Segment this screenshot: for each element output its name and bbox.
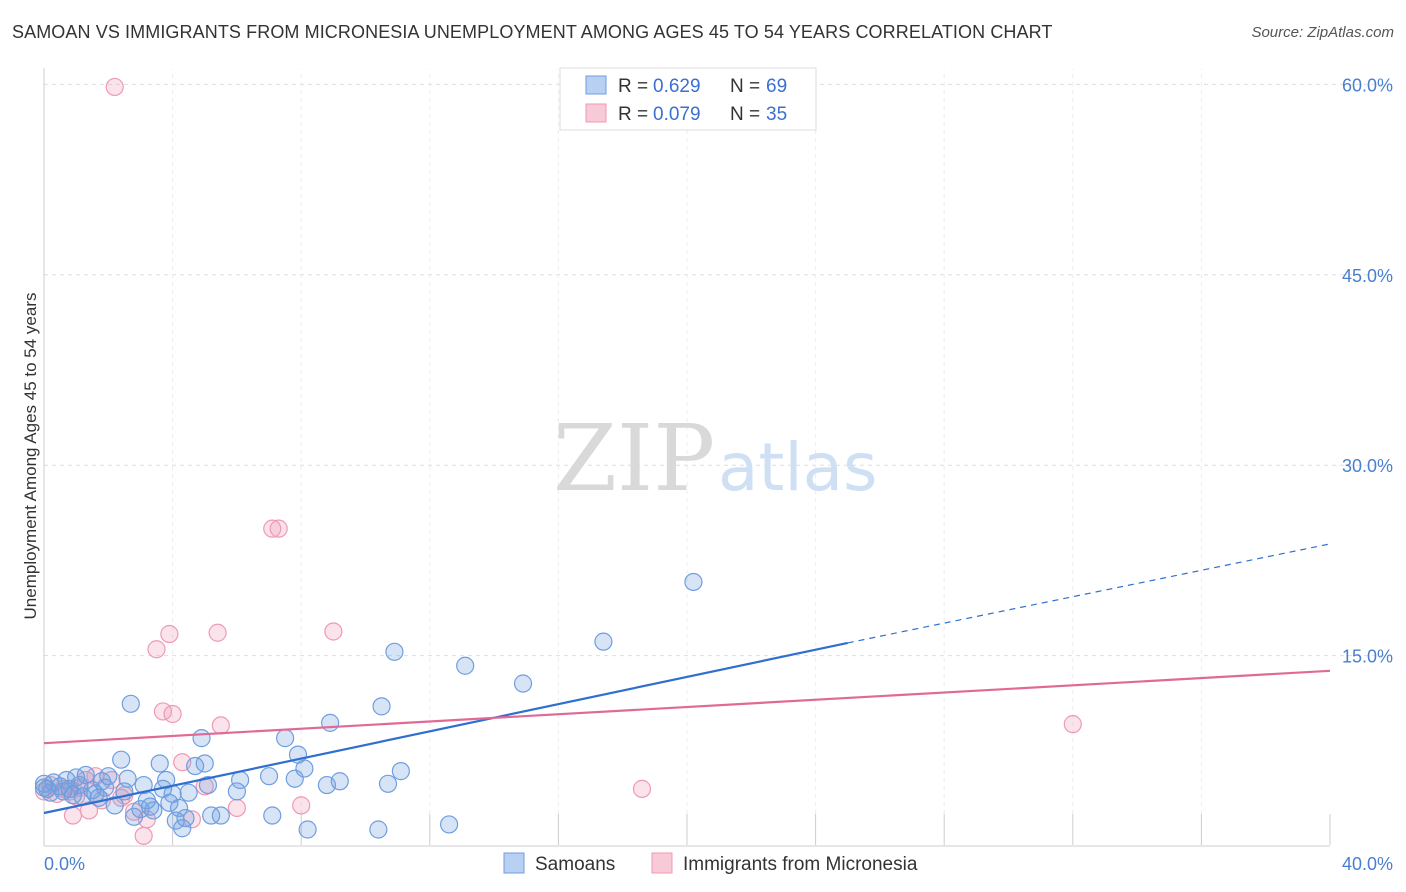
point-micronesia — [160, 624, 179, 644]
bottom-legend-swatch-micronesia — [651, 852, 673, 874]
point-samoans — [150, 754, 169, 773]
y-tick-labels: 15.0% 30.0% 45.0% 60.0% — [1342, 75, 1393, 666]
point-samoans — [99, 767, 118, 786]
point-samoans — [195, 754, 214, 773]
point-micronesia — [208, 623, 227, 642]
point-samoans — [173, 819, 192, 838]
point-samoans — [456, 656, 475, 675]
legend-swatch-samoans — [585, 75, 607, 95]
point-samoans — [263, 806, 282, 825]
legend-swatch-micronesia — [585, 103, 607, 123]
point-samoans — [202, 806, 221, 825]
x-tick-label-min: 0.0% — [44, 854, 85, 874]
watermark: ZIP atlas — [553, 405, 878, 512]
trendline-samoans — [43, 641, 848, 815]
point-samoans — [179, 783, 198, 802]
legend-n-value-micronesia: 35 — [766, 104, 787, 125]
trendline-micronesia — [43, 669, 1331, 745]
trendlines — [43, 543, 1331, 815]
point-micronesia — [134, 826, 153, 845]
gridlines — [44, 83, 1393, 657]
point-samoans — [60, 779, 79, 798]
point-samoans — [513, 674, 533, 693]
point-samoans — [372, 697, 391, 716]
point-samoans — [391, 762, 410, 781]
point-samoans — [144, 801, 163, 820]
point-micronesia — [147, 640, 166, 659]
series-micronesia-points — [34, 77, 1082, 845]
point-samoans — [176, 808, 195, 828]
point-samoans — [330, 772, 349, 791]
bottom-legend-label-samoans: Samoans — [535, 854, 615, 875]
point-micronesia — [324, 622, 343, 641]
point-samoans — [369, 820, 388, 839]
chart-title: SAMOAN VS IMMIGRANTS FROM MICRONESIA UNE… — [12, 22, 1053, 42]
legend-n-value-samoans: 69 — [766, 76, 787, 97]
point-samoans — [259, 767, 279, 786]
legend-r-value-samoans: 0.629 — [653, 76, 701, 97]
point-samoans — [124, 807, 144, 826]
point-micronesia — [63, 806, 83, 825]
point-samoans — [121, 694, 140, 713]
y-tick-label: 30.0% — [1342, 456, 1393, 476]
point-micronesia — [163, 704, 182, 724]
bottom-legend-swatch-samoans — [503, 852, 525, 874]
point-samoans — [385, 642, 404, 661]
legend-r-value-micronesia: 0.079 — [653, 104, 701, 125]
y-tick-label: 60.0% — [1342, 75, 1393, 95]
legend-n-label-micronesia: N = — [730, 104, 760, 125]
point-micronesia — [1063, 715, 1082, 734]
point-samoans — [594, 632, 613, 651]
top-legend: R = 0.629 N = 69 R = 0.079 N = 35 — [559, 67, 817, 131]
point-samoans — [378, 774, 398, 793]
x-tick-labels: 0.0% 40.0% — [44, 854, 1393, 874]
y-axis-label: Unemployment Among Ages 45 to 54 years — [21, 293, 40, 620]
y-tick-label: 45.0% — [1342, 266, 1393, 286]
point-samoans — [169, 798, 189, 818]
point-samoans — [211, 806, 230, 825]
point-micronesia — [269, 519, 288, 538]
point-samoans — [105, 796, 124, 815]
point-micronesia — [632, 779, 652, 798]
y-tick-label: 15.0% — [1342, 647, 1393, 667]
legend-n-label-samoans: N = — [730, 76, 760, 97]
trendline-samoans-extension — [847, 543, 1331, 644]
point-micronesia — [211, 716, 230, 735]
x-gridlines — [172, 69, 1331, 845]
watermark-atlas: atlas — [718, 429, 878, 506]
point-samoans — [198, 775, 218, 795]
point-samoans — [295, 759, 314, 778]
point-samoans — [34, 778, 54, 797]
point-micronesia — [227, 798, 246, 818]
point-micronesia — [263, 519, 282, 538]
bottom-legend: Samoans Immigrants from Micronesia — [503, 852, 918, 875]
point-samoans — [227, 782, 246, 801]
point-samoans — [321, 713, 340, 732]
point-samoans — [76, 765, 95, 785]
point-micronesia — [105, 77, 124, 97]
point-samoans — [684, 572, 703, 592]
x-tick-label-max: 40.0% — [1342, 854, 1393, 874]
series-samoans-points — [34, 572, 703, 839]
point-samoans — [231, 770, 250, 790]
legend-r-label-samoans: R = — [618, 76, 648, 97]
point-samoans — [118, 769, 137, 788]
legend-r-label-micronesia: R = — [618, 104, 648, 125]
point-samoans — [276, 729, 295, 748]
bottom-legend-label-micronesia: Immigrants from Micronesia — [683, 854, 918, 875]
chart-source: Source: ZipAtlas.com — [1251, 24, 1394, 41]
point-samoans — [95, 778, 115, 797]
point-micronesia — [292, 796, 311, 815]
point-samoans — [134, 775, 153, 795]
point-samoans — [439, 815, 459, 834]
point-samoans — [298, 820, 317, 839]
watermark-zip: ZIP — [553, 405, 715, 512]
point-samoans — [192, 729, 211, 748]
point-samoans — [112, 750, 131, 769]
